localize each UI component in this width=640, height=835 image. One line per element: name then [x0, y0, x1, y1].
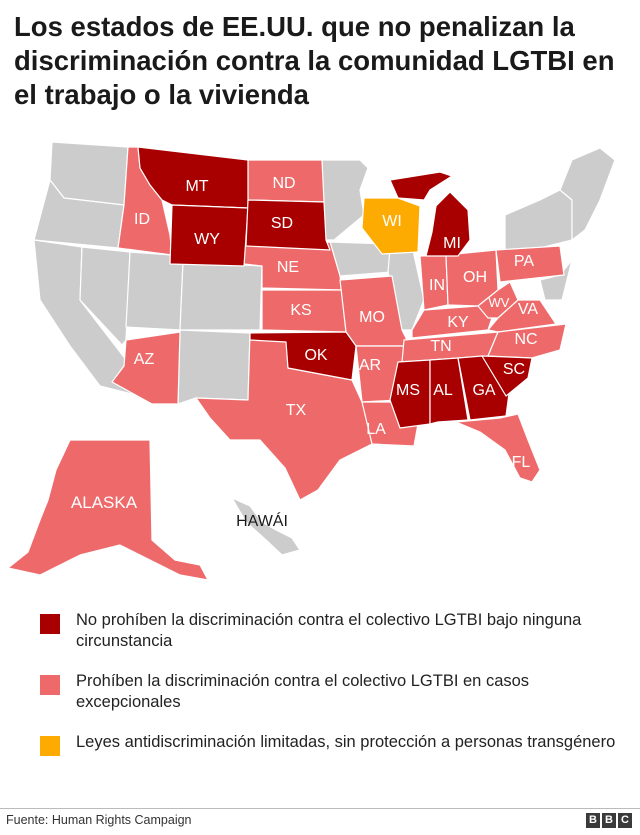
label-mt: MT: [185, 178, 208, 195]
state-nv: [79, 246, 131, 346]
state-al: [429, 357, 469, 425]
label-mo: MO: [359, 309, 385, 326]
state-mt: [137, 146, 249, 209]
label-wy: WY: [194, 231, 220, 248]
label-va: VA: [518, 301, 538, 318]
label-ks: KS: [290, 302, 311, 319]
label-nd: ND: [272, 175, 295, 192]
legend-label: No prohíben la discriminación contra el …: [76, 611, 582, 650]
label-ok: OK: [304, 347, 327, 364]
legend-swatch-amber: [40, 736, 60, 756]
state-fl: [455, 413, 541, 483]
label-mi: MI: [443, 235, 461, 252]
legend-item-exceptional: Prohíben la discriminación contra el col…: [40, 671, 620, 713]
state-ne: [241, 241, 343, 291]
state-sd: [245, 199, 331, 251]
label-al: AL: [433, 382, 453, 399]
state-az: [111, 331, 181, 405]
legend-label: Prohíben la discriminación contra el col…: [76, 672, 530, 711]
legend-swatch-dark-red: [40, 614, 60, 634]
bbc-logo: B B C: [586, 813, 632, 828]
bbc-logo-letter: B: [586, 813, 600, 828]
label-wi: WI: [382, 213, 402, 230]
us-map: MT WY SD OK MI MS AL GA SC ND ID NE KS M…: [7, 141, 616, 581]
state-ms: [389, 359, 431, 429]
legend-item-no-protection: No prohíben la discriminación contra el …: [40, 610, 620, 652]
legend-item-limited: Leyes antidiscriminación limitadas, sin …: [40, 732, 620, 756]
label-az: AZ: [134, 351, 155, 368]
map-title: Los estados de EE.UU. que no penalizan l…: [14, 11, 615, 110]
state-nm: [177, 329, 251, 405]
label-alaska: ALASKA: [71, 493, 138, 512]
legend: No prohíben la discriminación contra el …: [40, 610, 620, 775]
label-fl: FL: [512, 454, 531, 471]
state-pa: [495, 245, 565, 283]
legend-swatch-light-red: [40, 675, 60, 695]
footer-divider: [0, 808, 640, 809]
label-sc: SC: [503, 361, 525, 378]
label-ms: MS: [396, 382, 420, 399]
state-ne-region: [559, 147, 616, 241]
state-ny: [504, 189, 573, 251]
state-alaska: [7, 439, 209, 581]
state-mn: [321, 159, 369, 241]
label-id: ID: [134, 211, 150, 228]
label-ky: KY: [447, 314, 469, 331]
label-hawaii: HAWÁI: [236, 511, 288, 530]
label-sd: SD: [271, 215, 293, 232]
label-la: LA: [366, 421, 386, 438]
label-tn: TN: [430, 338, 451, 355]
state-wy: [169, 204, 249, 267]
state-ga: [457, 355, 511, 421]
label-ga: GA: [472, 382, 495, 399]
label-in: IN: [429, 277, 445, 294]
label-ar: AR: [359, 357, 381, 374]
label-nc: NC: [514, 331, 537, 348]
label-pa: PA: [514, 253, 534, 270]
bbc-logo-letter: C: [618, 813, 632, 828]
label-ne: NE: [277, 259, 299, 276]
state-labels: MT WY SD OK MI MS AL GA SC ND ID NE KS M…: [71, 175, 538, 512]
state-hawaii: [231, 497, 301, 556]
state-wi: [361, 197, 421, 255]
label-wv: WV: [489, 295, 510, 310]
source-text: Fuente: Human Rights Campaign: [6, 813, 192, 827]
label-tx: TX: [286, 402, 307, 419]
state-ok: [249, 331, 357, 381]
state-sc: [481, 355, 533, 397]
state-co: [179, 261, 263, 331]
bbc-logo-letter: B: [602, 813, 616, 828]
label-oh: OH: [463, 269, 487, 286]
legend-label: Leyes antidiscriminación limitadas, sin …: [76, 733, 616, 751]
